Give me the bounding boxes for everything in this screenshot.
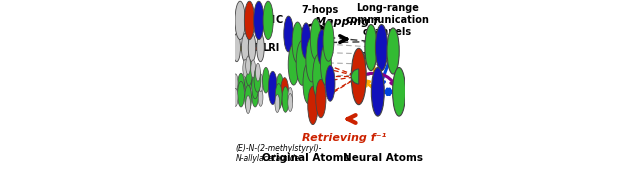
Text: Mapping f: Mapping f	[316, 17, 378, 27]
Ellipse shape	[303, 63, 314, 104]
Ellipse shape	[246, 96, 250, 114]
Text: Retrieving f⁻¹: Retrieving f⁻¹	[303, 133, 387, 143]
Ellipse shape	[282, 87, 289, 112]
Ellipse shape	[252, 81, 259, 107]
Ellipse shape	[246, 60, 252, 85]
Ellipse shape	[237, 73, 244, 99]
Ellipse shape	[257, 33, 264, 62]
Ellipse shape	[263, 1, 273, 40]
Ellipse shape	[244, 69, 252, 95]
Ellipse shape	[258, 74, 263, 92]
Text: Neural Atoms: Neural Atoms	[343, 153, 423, 163]
Ellipse shape	[392, 67, 406, 116]
Ellipse shape	[235, 1, 245, 40]
Ellipse shape	[276, 74, 284, 99]
Ellipse shape	[284, 16, 293, 52]
Ellipse shape	[317, 30, 327, 65]
Ellipse shape	[253, 1, 264, 40]
Ellipse shape	[262, 67, 269, 93]
Text: (E)-N-(2-methylstyryl)-
N-allylacetamide: (E)-N-(2-methylstyryl)- N-allylacetamide	[236, 144, 322, 163]
Ellipse shape	[244, 1, 255, 40]
Ellipse shape	[310, 19, 321, 60]
Text: N: N	[266, 15, 274, 25]
Ellipse shape	[313, 54, 324, 99]
Text: SRI: SRI	[247, 43, 266, 53]
Ellipse shape	[246, 56, 250, 74]
Ellipse shape	[233, 33, 241, 62]
Ellipse shape	[243, 59, 248, 77]
Ellipse shape	[251, 60, 255, 78]
Text: LRI: LRI	[262, 43, 280, 53]
Ellipse shape	[248, 33, 256, 62]
Text: C: C	[275, 15, 282, 25]
Ellipse shape	[233, 74, 238, 92]
Ellipse shape	[275, 95, 280, 113]
Ellipse shape	[237, 81, 244, 107]
Ellipse shape	[254, 67, 261, 92]
Ellipse shape	[288, 44, 299, 85]
Ellipse shape	[252, 73, 259, 99]
Ellipse shape	[351, 48, 366, 105]
Ellipse shape	[275, 84, 282, 109]
Ellipse shape	[326, 65, 335, 101]
Text: Original Atoms: Original Atoms	[262, 153, 349, 163]
Ellipse shape	[255, 63, 260, 81]
Text: Long-range
communication
channels: Long-range communication channels	[345, 3, 429, 37]
Text: 1-hop: 1-hop	[361, 53, 390, 61]
Ellipse shape	[316, 79, 326, 118]
Ellipse shape	[268, 71, 277, 105]
Ellipse shape	[288, 87, 292, 105]
Ellipse shape	[280, 78, 289, 108]
Ellipse shape	[371, 67, 384, 116]
Text: H: H	[247, 15, 255, 25]
Ellipse shape	[387, 28, 399, 74]
Ellipse shape	[301, 23, 311, 59]
Ellipse shape	[241, 33, 249, 62]
Ellipse shape	[288, 94, 292, 112]
Ellipse shape	[365, 24, 377, 71]
Ellipse shape	[292, 22, 303, 63]
Wedge shape	[351, 69, 359, 84]
Ellipse shape	[258, 88, 263, 106]
Ellipse shape	[323, 20, 334, 61]
Ellipse shape	[244, 86, 252, 111]
Ellipse shape	[321, 44, 332, 85]
Ellipse shape	[306, 37, 318, 82]
Text: 7-hops: 7-hops	[301, 5, 339, 15]
Text: O: O	[257, 15, 265, 25]
Ellipse shape	[308, 86, 318, 125]
Ellipse shape	[233, 88, 238, 106]
Ellipse shape	[296, 40, 308, 85]
Ellipse shape	[376, 24, 388, 71]
